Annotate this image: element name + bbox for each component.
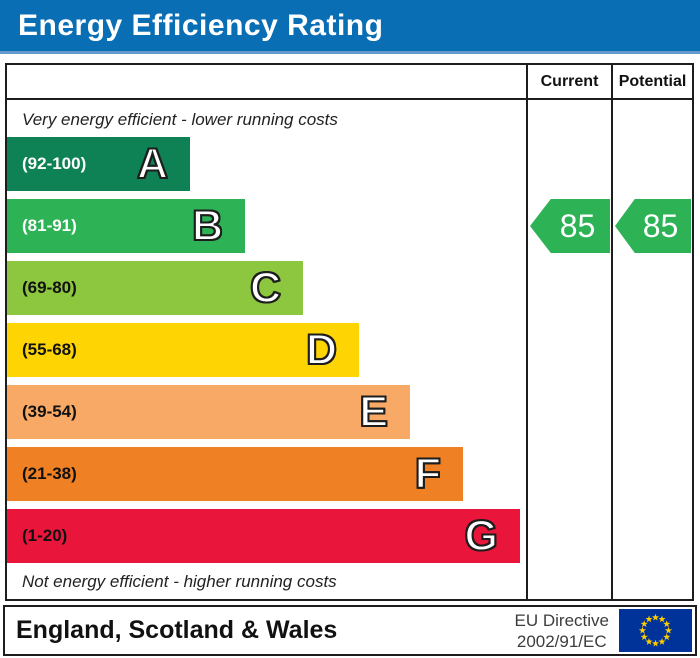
eu-flag-icon [619, 609, 692, 652]
rating-bands: (92-100) A (81-91) B (69-80) C (55-68) [7, 137, 526, 571]
band-bar-d: (55-68) D [7, 323, 359, 377]
column-divider [526, 65, 528, 599]
band-row-e: (39-54) E [7, 385, 526, 447]
band-letter: E [358, 387, 389, 437]
band-range-label: (69-80) [22, 278, 77, 297]
band-row-d: (55-68) D [7, 323, 526, 385]
band-bar-a: (92-100) A [7, 137, 190, 191]
title-bar: Energy Efficiency Rating [0, 0, 700, 54]
band-letter: A [136, 139, 169, 189]
band-row-g: (1-20) G [7, 509, 526, 571]
band-range-label: (92-100) [22, 154, 87, 173]
current-rating-value: 85 [559, 207, 596, 244]
column-header-current: Current [540, 73, 599, 90]
region-label: England, Scotland & Wales [16, 616, 338, 644]
band-bar-e: (39-54) E [7, 385, 410, 439]
potential-rating-arrow: 85 [615, 199, 691, 253]
band-range-label: (21-38) [22, 464, 77, 483]
column-header-potential: Potential [618, 73, 687, 90]
band-range-label: (39-54) [22, 402, 77, 421]
potential-rating-value: 85 [642, 207, 679, 244]
band-letter: C [249, 263, 282, 313]
band-range-label: (55-68) [22, 340, 77, 359]
band-range-label: (1-20) [22, 526, 68, 545]
column-divider [611, 65, 613, 599]
band-letter: F [414, 449, 442, 499]
band-bar-c: (69-80) C [7, 261, 303, 315]
band-row-a: (92-100) A [7, 137, 526, 199]
eu-directive-line1: EU Directive [514, 610, 609, 630]
page-title: Energy Efficiency Rating [18, 8, 384, 42]
eu-directive-line2: 2002/91/EC [516, 631, 607, 651]
caption-not-efficient: Not energy efficient - higher running co… [22, 572, 337, 591]
rating-table: Current Potential Very energy efficient … [5, 63, 694, 601]
current-rating-arrow: 85 [530, 199, 610, 253]
band-letter: D [305, 325, 338, 375]
band-bar-f: (21-38) F [7, 447, 463, 501]
footer-bar: England, Scotland & Wales EU Directive 2… [3, 605, 697, 656]
band-bar-g: (1-20) G [7, 509, 520, 563]
band-range-label: (81-91) [22, 216, 77, 235]
band-letter: B [191, 201, 224, 251]
band-row-b: (81-91) B [7, 199, 526, 261]
caption-very-efficient: Very energy efficient - lower running co… [22, 110, 338, 129]
eu-directive-label: EU Directive 2002/91/EC [515, 610, 619, 652]
band-row-f: (21-38) F [7, 447, 526, 509]
table-header-row: Current Potential [7, 65, 692, 100]
band-row-c: (69-80) C [7, 261, 526, 323]
band-bar-b: (81-91) B [7, 199, 245, 253]
band-letter: G [464, 511, 499, 561]
